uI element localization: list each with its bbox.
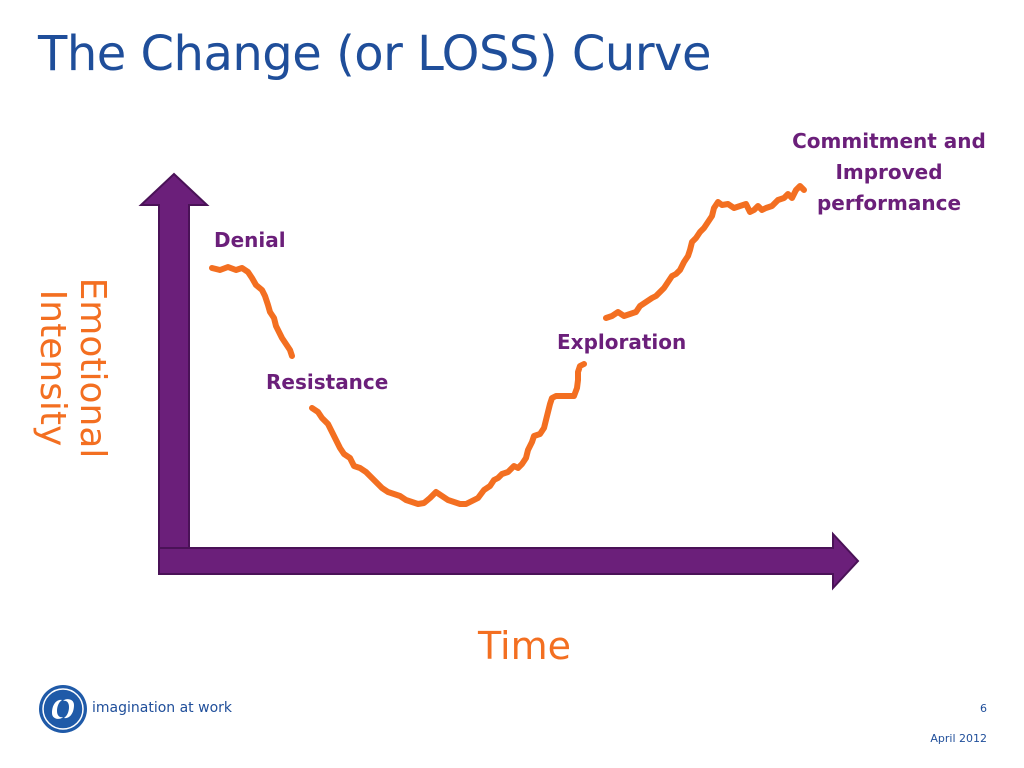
stage-label-resistance: Resistance [262,368,393,396]
curve-segment-rise [603,183,807,321]
footer-tagline: imagination at work [92,700,232,716]
page-number: 6 [980,702,987,715]
slide-date: April 2012 [930,732,987,745]
curve-segment-denial [209,264,295,359]
y-axis-label: Emotional Intensity [32,277,113,459]
stage-label-exploration: Exploration [553,328,691,356]
slide-title: The Change (or LOSS) Curve [38,26,712,82]
x-axis-label: Time [478,624,571,668]
x-axis-arrow [158,531,860,591]
ge-monogram-icon [39,685,87,733]
stage-label-denial: Denial [214,228,286,252]
curve-segment-trough [309,361,587,507]
stage-label-commitment: Commitment and Improved performance [792,129,986,215]
y-axis-arrow [138,172,210,568]
